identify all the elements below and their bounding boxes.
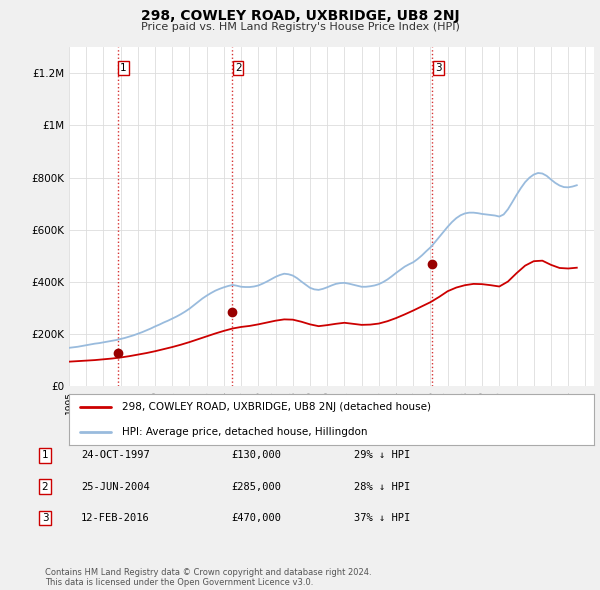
Text: 3: 3 bbox=[435, 63, 442, 73]
Text: 12-FEB-2016: 12-FEB-2016 bbox=[81, 513, 150, 523]
Text: 37% ↓ HPI: 37% ↓ HPI bbox=[354, 513, 410, 523]
Text: 298, COWLEY ROAD, UXBRIDGE, UB8 2NJ (detached house): 298, COWLEY ROAD, UXBRIDGE, UB8 2NJ (det… bbox=[121, 402, 431, 412]
Text: 1: 1 bbox=[120, 63, 127, 73]
Text: 3: 3 bbox=[41, 513, 49, 523]
Text: 1: 1 bbox=[41, 451, 49, 460]
Text: 24-OCT-1997: 24-OCT-1997 bbox=[81, 451, 150, 460]
Text: 298, COWLEY ROAD, UXBRIDGE, UB8 2NJ: 298, COWLEY ROAD, UXBRIDGE, UB8 2NJ bbox=[140, 9, 460, 24]
Text: 25-JUN-2004: 25-JUN-2004 bbox=[81, 482, 150, 491]
Text: Contains HM Land Registry data © Crown copyright and database right 2024.
This d: Contains HM Land Registry data © Crown c… bbox=[45, 568, 371, 587]
Text: £285,000: £285,000 bbox=[231, 482, 281, 491]
Text: HPI: Average price, detached house, Hillingdon: HPI: Average price, detached house, Hill… bbox=[121, 427, 367, 437]
Text: £470,000: £470,000 bbox=[231, 513, 281, 523]
Text: 29% ↓ HPI: 29% ↓ HPI bbox=[354, 451, 410, 460]
Text: 2: 2 bbox=[41, 482, 49, 491]
Text: £130,000: £130,000 bbox=[231, 451, 281, 460]
Text: Price paid vs. HM Land Registry's House Price Index (HPI): Price paid vs. HM Land Registry's House … bbox=[140, 22, 460, 32]
Text: 2: 2 bbox=[235, 63, 241, 73]
Text: 28% ↓ HPI: 28% ↓ HPI bbox=[354, 482, 410, 491]
